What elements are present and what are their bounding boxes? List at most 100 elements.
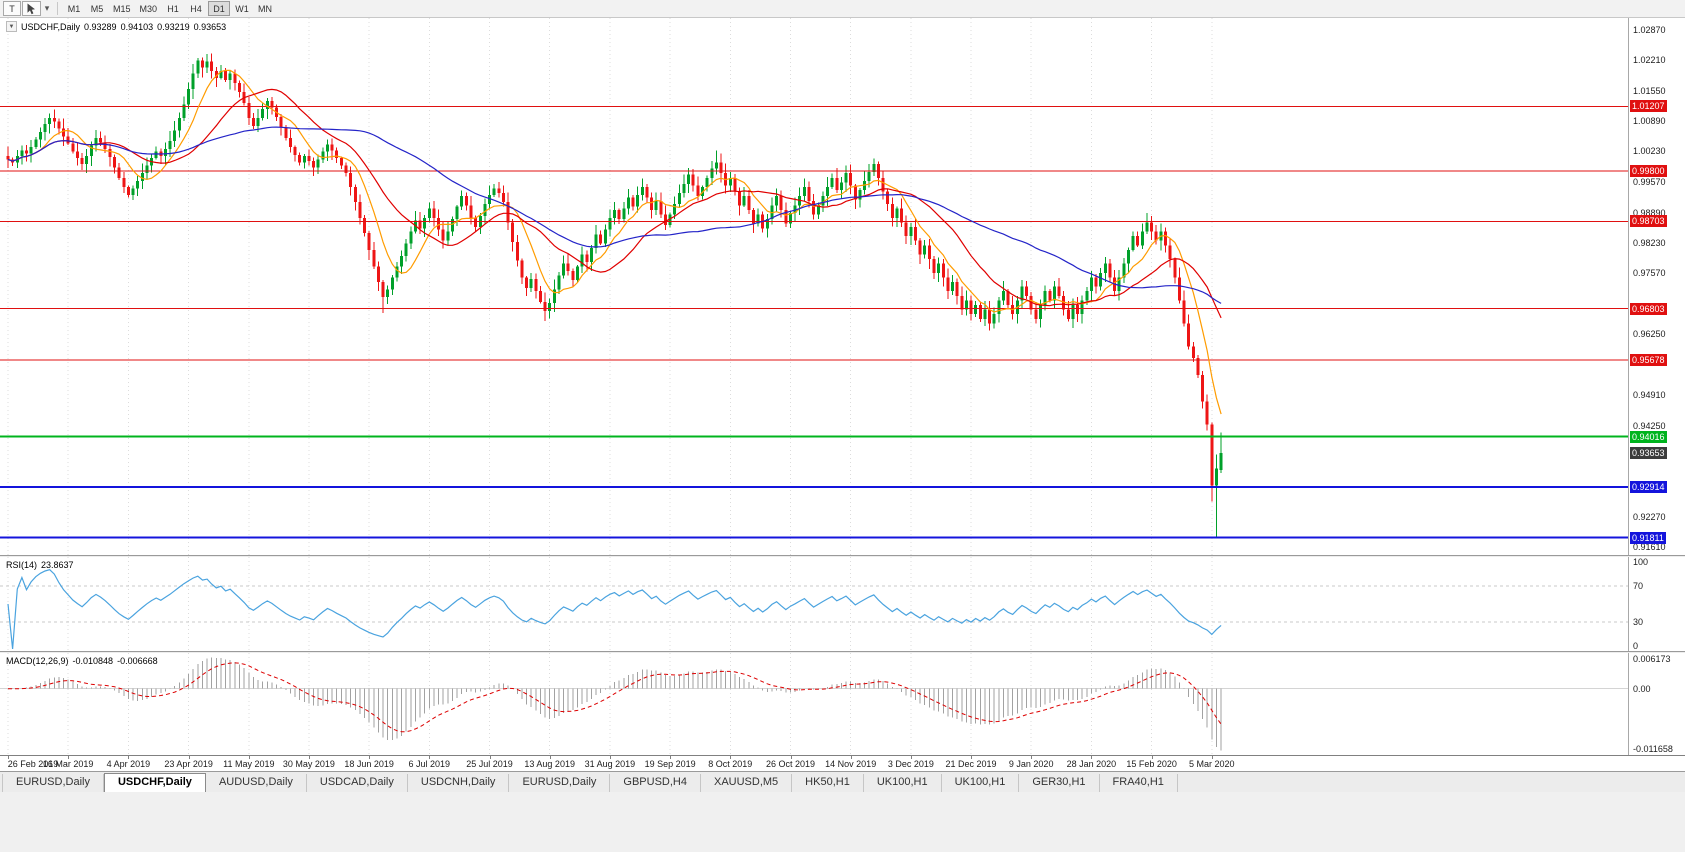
date-label: 30 May 2019 — [282, 759, 335, 769]
date-label: 6 Jul 2019 — [408, 759, 451, 769]
timeframe-button-group: M1 M5 M15 M30 H1 H4 D1 W1 MN — [63, 1, 276, 16]
panel-splitter[interactable] — [0, 555, 1685, 557]
price-scale-label: 0.91610 — [1633, 541, 1666, 552]
time-scale-tick — [489, 756, 491, 759]
time-scale[interactable]: 26 Feb 2019 16 Mar 2019 4 Apr 2019 23 Apr 2… — [0, 755, 1685, 771]
ma-fast-line — [7, 69, 1222, 415]
price-level-tag: 0.91811 — [1630, 531, 1666, 544]
rsi-scale-label: 30 — [1633, 617, 1644, 627]
time-scale-tick — [910, 756, 912, 759]
chart-tab-usdcad-daily[interactable]: USDCAD,Daily — [307, 774, 408, 792]
price-scale-label: 1.02210 — [1633, 55, 1666, 66]
symbol-timeframe-label: USDCHF,Daily — [21, 21, 81, 32]
chart-tab-bar: EURUSD,Daily USDCHF,Daily AUDUSD,Daily USDC… — [0, 771, 1685, 792]
date-label: 4 Apr 2019 — [106, 759, 151, 769]
date-label: 8 Oct 2019 — [708, 759, 753, 769]
price-scale-label: 0.98890 — [1633, 207, 1666, 218]
date-label: 13 Aug 2019 — [524, 759, 575, 769]
ma-mid-line — [7, 88, 1222, 319]
price-scale-label: 1.00890 — [1633, 115, 1666, 126]
time-scale-tick — [68, 756, 70, 759]
price-scale-label: 1.01550 — [1633, 85, 1666, 96]
time-scale-tick — [1091, 756, 1093, 759]
macd-indicator-canvas[interactable] — [0, 653, 1628, 755]
moving-averages-layer — [7, 69, 1222, 415]
timeframe-button-m30[interactable]: M30 — [136, 1, 162, 16]
timeframe-button-d1[interactable]: D1 — [208, 1, 231, 16]
chart-tab-audusd-daily[interactable]: AUDUSD,Daily — [206, 774, 307, 792]
chart-tab-usdchf-daily[interactable]: USDCHF,Daily — [103, 773, 206, 792]
cursor-icon — [27, 3, 35, 14]
time-scale-tick — [549, 756, 551, 759]
chart-tab-fra40-h1[interactable]: FRA40,H1 — [1100, 774, 1178, 792]
timeframe-button-h4[interactable]: H4 — [185, 1, 207, 16]
time-scale-tick — [128, 756, 130, 759]
macd-histogram-layer — [12, 657, 1222, 751]
date-label: 16 Mar 2019 — [42, 759, 94, 769]
candles-layer — [6, 53, 1223, 538]
time-scale-tick — [1151, 756, 1153, 759]
timeframe-button-h1[interactable]: H1 — [162, 1, 184, 16]
macd-scale-label: 0.006173 — [1633, 654, 1671, 664]
panel-splitter[interactable] — [0, 651, 1685, 653]
price-scale[interactable]: 1.02870 1.02210 1.01550 1.00890 1.00230 0.995… — [1628, 18, 1685, 555]
timeframe-button-m15[interactable]: M15 — [109, 1, 135, 16]
chart-tab-uk100-h1[interactable]: UK100,H1 — [942, 774, 1020, 792]
price-scale-label: 1.00230 — [1633, 146, 1666, 157]
chart-tab-eurusd-daily[interactable]: EURUSD,Daily — [509, 774, 611, 792]
price-scale-label: 0.96250 — [1633, 328, 1666, 339]
ma-slow-line — [7, 126, 1222, 304]
current-price-tag: 0.93653 — [1630, 447, 1667, 460]
timeframe-button-mn[interactable]: MN — [254, 1, 276, 16]
macd-signal-value: -0.006668 — [117, 656, 158, 666]
rsi-scale-label: 100 — [1633, 557, 1649, 567]
date-label: 9 Jan 2020 — [1008, 759, 1054, 769]
rsi-label: RSI(14) — [6, 560, 38, 570]
macd-scale-label: 0.00 — [1633, 683, 1651, 694]
time-scale-tick — [1211, 756, 1213, 759]
cursor-tool-dropdown[interactable]: ▾ — [44, 3, 50, 13]
date-label: 3 Dec 2019 — [887, 759, 934, 769]
macd-scale-label: -0.011658 — [1633, 744, 1673, 754]
macd-label: MACD(12,26,9) — [6, 656, 69, 666]
rsi-indicator-canvas[interactable] — [0, 557, 1628, 651]
chart-tab-xauusd-m5[interactable]: XAUUSD,M5 — [701, 774, 793, 792]
price-level-tag: 1.01207 — [1630, 100, 1667, 113]
date-label: 26 Feb 2019 — [7, 759, 59, 769]
rsi-title: RSI(14) 23.8637 — [6, 560, 74, 570]
ohlc-low: 0.93219 — [157, 21, 190, 32]
chart-tab-hk50-h1[interactable]: HK50,H1 — [792, 774, 864, 792]
timeframe-button-m5[interactable]: M5 — [86, 1, 108, 16]
time-scale-tick — [8, 756, 9, 759]
price-level-tag: 0.94016 — [1630, 430, 1667, 443]
chart-tab-gbpusd-h4[interactable]: GBPUSD,H4 — [610, 774, 701, 792]
chart-title: ▼ USDCHF,Daily 0.93289 0.94103 0.93219 0… — [6, 21, 226, 32]
macd-value: -0.010848 — [72, 656, 114, 666]
date-label: 26 Oct 2019 — [765, 759, 816, 769]
date-label: 28 Jan 2020 — [1066, 759, 1117, 769]
price-level-tag: 0.96803 — [1630, 302, 1667, 315]
chart-tab-eurusd-daily[interactable]: EURUSD,Daily — [2, 774, 104, 792]
toolbar-separator — [57, 2, 58, 15]
time-scale-tick — [429, 756, 431, 759]
price-level-tag: 0.99800 — [1630, 164, 1667, 177]
macd-title: MACD(12,26,9) -0.010848 -0.006668 — [6, 656, 158, 666]
text-tool-button[interactable]: T — [3, 1, 21, 16]
chart-tab-usdcnh-daily[interactable]: USDCNH,Daily — [408, 774, 510, 792]
rsi-line — [7, 569, 1222, 650]
ohlc-high: 0.94103 — [120, 21, 154, 32]
timeframe-button-w1[interactable]: W1 — [231, 1, 253, 16]
cursor-tool-button[interactable] — [22, 1, 41, 16]
date-label: 23 Apr 2019 — [164, 759, 213, 769]
one-click-trading-toggle[interactable]: ▼ — [6, 21, 17, 32]
timeframe-button-m1[interactable]: M1 — [63, 1, 85, 16]
chart-tab-uk100-h1[interactable]: UK100,H1 — [864, 774, 942, 792]
chart-tab-ger30-h1[interactable]: GER30,H1 — [1019, 774, 1100, 792]
ohlc-open: 0.93289 — [84, 21, 117, 32]
date-label: 19 Sep 2019 — [644, 759, 696, 769]
time-scale-tick — [790, 756, 792, 759]
date-label: 5 Mar 2020 — [1189, 759, 1235, 769]
status-bar-area — [0, 792, 1685, 852]
candlestick-chart-canvas[interactable] — [0, 18, 1628, 555]
date-label: 25 Jul 2019 — [466, 759, 513, 769]
